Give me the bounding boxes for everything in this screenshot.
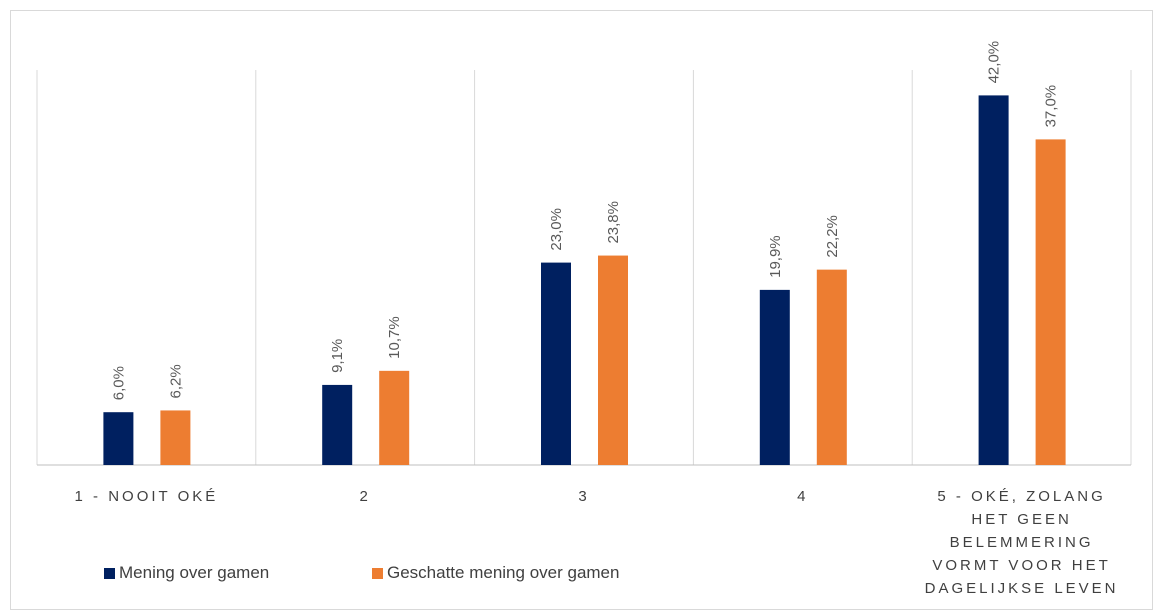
data-label: 42,0% <box>986 41 1003 84</box>
category-label-line: 5 - OKÉ, ZOLANG <box>937 488 1106 505</box>
chart-frame <box>10 10 1153 610</box>
category-label: 4 <box>693 485 912 508</box>
category-label-line: 1 - NOOIT OKÉ <box>74 488 219 505</box>
category-label: 3 <box>475 485 694 508</box>
bar <box>541 262 571 465</box>
category-label-line: HET GEEN <box>971 511 1072 528</box>
category-label-line: VORMT VOOR HET <box>932 557 1111 574</box>
category-label-line: 4 <box>797 488 809 505</box>
bar <box>160 410 191 465</box>
legend-label: Mening over gamen <box>119 563 270 582</box>
legend-item: Mening over gamen <box>104 563 269 583</box>
data-label: 19,9% <box>767 235 784 278</box>
category-label: 1 - NOOIT OKÉ <box>37 485 256 508</box>
legend-swatch <box>372 567 383 579</box>
legend-item: Geschatte mening over gamen <box>372 563 619 583</box>
category-label-line: DAGELIJKSE LEVEN <box>924 580 1119 597</box>
bar <box>103 412 134 465</box>
data-label: 23,0% <box>548 208 565 251</box>
category-label-line: BELEMMERING <box>949 534 1094 551</box>
category-label: 2 <box>256 485 475 508</box>
bar <box>816 269 847 465</box>
data-label: 9,1% <box>329 339 346 373</box>
bar <box>978 95 1009 466</box>
data-label: 6,2% <box>167 364 184 398</box>
category-label-line: 3 <box>578 488 590 505</box>
bar <box>379 370 410 465</box>
bar <box>1035 139 1066 465</box>
category-label: 5 - OKÉ, ZOLANG HET GEEN BELEMMERING VORMT … <box>912 485 1131 600</box>
data-label: 23,8% <box>605 201 622 244</box>
bar <box>322 384 353 465</box>
bar <box>598 255 628 465</box>
data-label: 22,2% <box>824 215 841 258</box>
legend-swatch <box>104 567 115 579</box>
legend-label: Geschatte mening over gamen <box>387 563 620 582</box>
data-label: 37,0% <box>1043 85 1060 128</box>
category-label-line: 2 <box>359 488 371 505</box>
bar <box>759 289 790 465</box>
data-label: 6,0% <box>110 366 127 400</box>
data-label: 10,7% <box>386 316 403 359</box>
